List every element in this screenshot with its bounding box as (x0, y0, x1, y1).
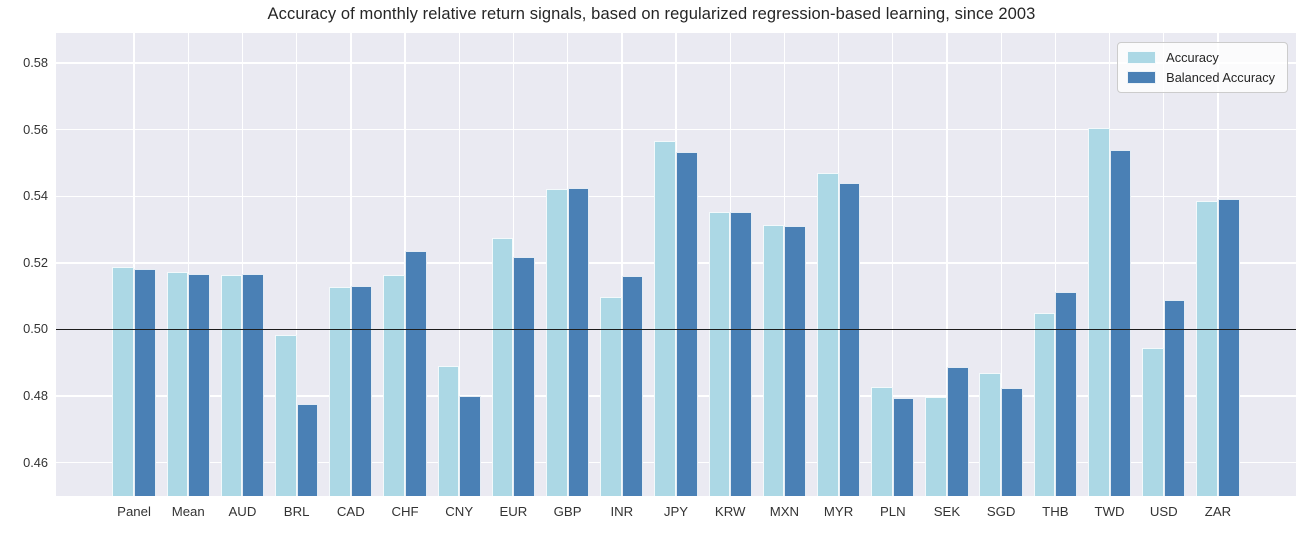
x-tick-label-usd: USD (1149, 504, 1178, 519)
bar-accuracy-myr (816, 172, 839, 496)
bar-accuracy-jpy (654, 140, 676, 496)
bar-accuracy-mean (166, 271, 189, 496)
gridline-vertical (241, 33, 244, 496)
bar-balanced-accuracy-panel (134, 269, 156, 496)
reference-line-0.50 (56, 328, 1296, 331)
gridline-vertical (350, 33, 352, 496)
bar-balanced-accuracy-eur (513, 256, 536, 496)
x-tick-label-brl: BRL (283, 504, 310, 519)
gridline-vertical (296, 33, 298, 496)
legend-entry-accuracy: Accuracy (1127, 50, 1275, 65)
bar-accuracy-thb (1033, 313, 1056, 496)
x-tick-label-pln: PLN (879, 504, 906, 519)
bar-accuracy-sek (925, 397, 947, 496)
gridline-vertical (1163, 33, 1165, 496)
x-tick-label-cny: CNY (445, 504, 474, 519)
bar-balanced-accuracy-aud (242, 274, 265, 496)
x-tick-label-mean: Mean (171, 504, 205, 519)
y-tick-label: 0.46 (23, 454, 48, 470)
x-tick-label-zar: ZAR (1204, 504, 1232, 519)
y-tick-label: 0.50 (23, 321, 48, 337)
bar-balanced-accuracy-myr (838, 183, 861, 496)
gridline-vertical (892, 33, 894, 496)
plot-area: Accuracy Balanced Accuracy (56, 33, 1296, 496)
bar-balanced-accuracy-pln (892, 398, 915, 496)
x-tick-label-eur: EUR (499, 504, 528, 519)
bar-balanced-accuracy-brl (296, 404, 319, 496)
y-tick-label: 0.54 (23, 188, 48, 204)
x-tick-label-mxn: MXN (769, 504, 800, 519)
legend-swatch-balanced-accuracy (1127, 71, 1157, 84)
x-tick-label-panel: Panel (117, 504, 151, 519)
bar-accuracy-cny (437, 365, 460, 496)
gridline-vertical (621, 33, 623, 496)
bar-balanced-accuracy-mxn (784, 225, 807, 496)
x-tick-label-aud: AUD (228, 504, 257, 519)
bar-balanced-accuracy-inr (621, 275, 644, 496)
x-tick-label-cad: CAD (336, 504, 365, 519)
x-tick-label-thb: THB (1042, 504, 1069, 519)
gridline-vertical (1000, 33, 1002, 496)
bar-balanced-accuracy-cny (459, 396, 481, 496)
bar-balanced-accuracy-sgd (1001, 388, 1023, 496)
legend: Accuracy Balanced Accuracy (1117, 42, 1288, 93)
bar-balanced-accuracy-gbp (567, 187, 590, 496)
bar-accuracy-cad (329, 286, 351, 496)
chart-title: Accuracy of monthly relative return sign… (267, 5, 1036, 23)
x-tick-label-gbp: GBP (553, 504, 582, 519)
gridline-vertical (1054, 33, 1057, 496)
bar-balanced-accuracy-krw (730, 211, 752, 496)
bar-accuracy-krw (708, 211, 731, 496)
y-tick-label: 0.56 (23, 121, 48, 137)
x-tick-label-twd: TWD (1094, 504, 1125, 519)
x-tick-label-inr: INR (610, 504, 634, 519)
bar-accuracy-pln (871, 387, 893, 496)
bar-accuracy-inr (600, 296, 622, 496)
x-tick-label-krw: KRW (714, 504, 746, 519)
bar-balanced-accuracy-chf (405, 250, 427, 496)
y-tick-label: 0.48 (23, 388, 48, 404)
bar-accuracy-chf (383, 274, 405, 496)
bar-balanced-accuracy-jpy (676, 152, 698, 496)
bar-balanced-accuracy-zar (1217, 198, 1240, 496)
bar-accuracy-zar (1196, 201, 1218, 496)
bar-accuracy-twd (1087, 127, 1110, 496)
x-tick-label-myr: MYR (823, 504, 854, 519)
x-tick-label-sek: SEK (933, 504, 961, 519)
bar-balanced-accuracy-usd (1163, 299, 1186, 496)
bar-accuracy-brl (274, 335, 297, 496)
bar-balanced-accuracy-cad (350, 286, 373, 496)
bar-accuracy-sgd (979, 373, 1002, 496)
gridline-vertical (187, 33, 189, 496)
x-tick-label-jpy: JPY (663, 504, 689, 519)
gridline-vertical (133, 33, 135, 496)
bar-balanced-accuracy-twd (1109, 150, 1132, 496)
bar-balanced-accuracy-sek (946, 367, 969, 496)
bar-balanced-accuracy-mean (188, 273, 210, 496)
bar-accuracy-panel (112, 267, 135, 496)
legend-label-accuracy: Accuracy (1166, 50, 1219, 65)
bar-accuracy-eur (491, 237, 514, 496)
bar-accuracy-mxn (762, 224, 785, 496)
gridline-vertical (458, 33, 460, 496)
bar-accuracy-aud (220, 275, 243, 496)
bar-accuracy-usd (1142, 348, 1164, 496)
y-tick-label: 0.52 (23, 254, 48, 270)
y-tick-label: 0.58 (23, 54, 48, 70)
legend-label-balanced-accuracy: Balanced Accuracy (1166, 70, 1275, 85)
x-tick-label-sgd: SGD (986, 504, 1016, 519)
bar-accuracy-gbp (545, 188, 568, 496)
bar-balanced-accuracy-thb (1055, 292, 1078, 496)
x-tick-label-chf: CHF (391, 504, 419, 519)
legend-entry-balanced-accuracy: Balanced Accuracy (1127, 70, 1275, 85)
legend-swatch-accuracy (1127, 51, 1157, 64)
gridline-vertical (946, 33, 948, 496)
